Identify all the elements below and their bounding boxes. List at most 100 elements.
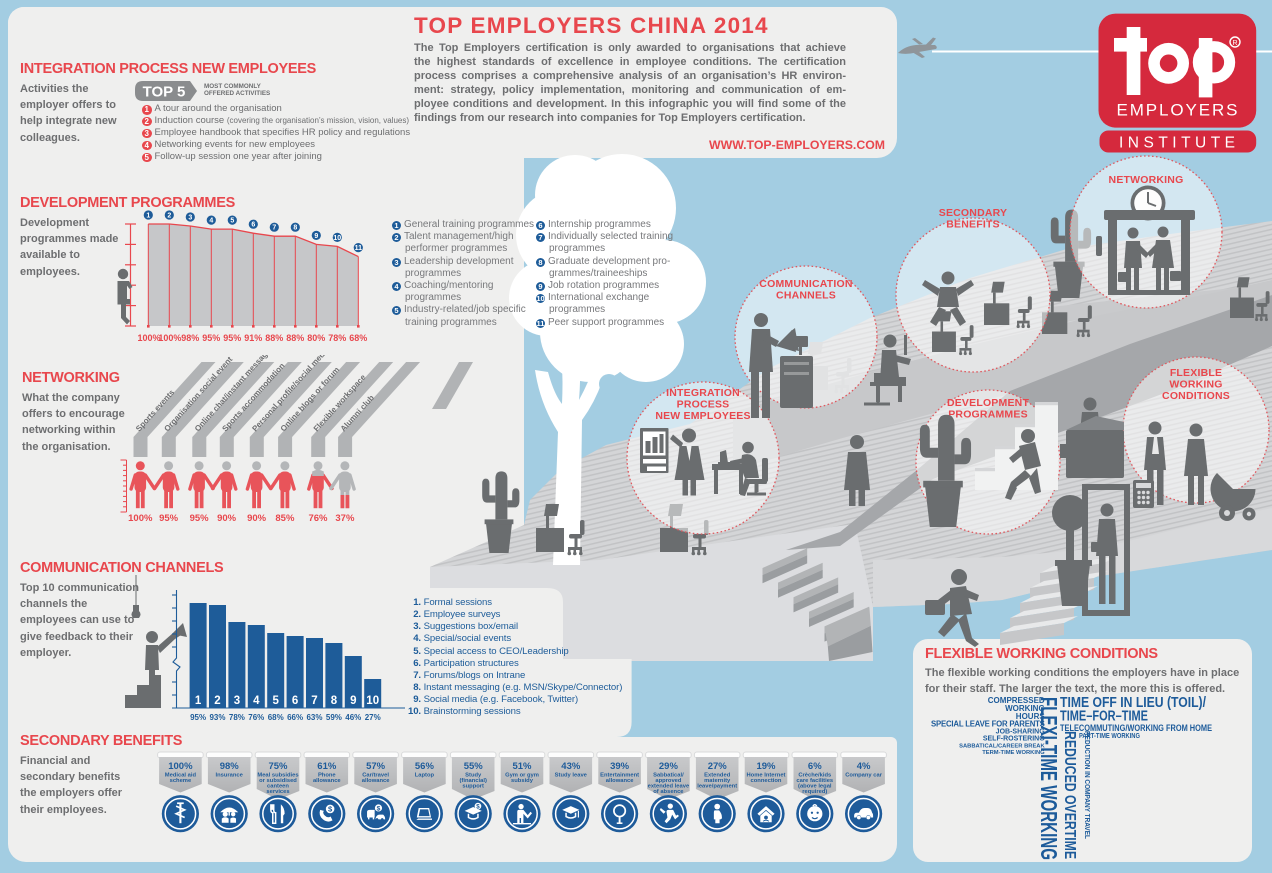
svg-text:extended leave: extended leave — [648, 784, 690, 790]
svg-text:Entertainment: Entertainment — [600, 773, 639, 779]
svg-text:37%: 37% — [335, 513, 355, 524]
svg-text:27%: 27% — [708, 761, 728, 772]
svg-text:Company car: Company car — [845, 773, 882, 779]
svg-text:EMPLOYERS: EMPLOYERS — [1117, 101, 1238, 120]
svg-text:allowance: allowance — [362, 778, 390, 784]
svg-text:57%: 57% — [366, 761, 386, 772]
svg-text:required): required) — [802, 789, 827, 795]
svg-text:$: $ — [476, 803, 480, 810]
svg-text:61%: 61% — [317, 761, 337, 772]
svg-text:JOB-SHARING: JOB-SHARING — [996, 729, 1046, 736]
svg-text:leave/payment: leave/payment — [697, 784, 737, 790]
svg-text:Extended: Extended — [704, 773, 731, 779]
svg-text:scheme: scheme — [170, 778, 192, 784]
svg-text:6%: 6% — [808, 761, 822, 772]
svg-text:maternity: maternity — [704, 778, 731, 784]
svg-text:46%: 46% — [345, 713, 361, 722]
svg-text:Home Internet: Home Internet — [747, 773, 786, 779]
svg-text:95%: 95% — [159, 513, 179, 524]
svg-text:Laptop: Laptop — [415, 773, 435, 779]
svg-text:95%: 95% — [190, 513, 210, 524]
svg-text:29%: 29% — [659, 761, 679, 772]
svg-text:88%: 88% — [265, 333, 283, 343]
svg-text:CHANNELS: CHANNELS — [776, 290, 836, 302]
svg-text:of absence: of absence — [653, 789, 684, 795]
svg-text:Car/travel: Car/travel — [362, 773, 389, 779]
svg-text:Meal subsidies: Meal subsidies — [257, 773, 298, 779]
svg-text:8: 8 — [331, 695, 338, 707]
svg-text:R: R — [1232, 40, 1237, 47]
svg-text:78%: 78% — [229, 713, 245, 722]
svg-text:FLEXIBLE: FLEXIBLE — [1170, 367, 1222, 379]
svg-text:connection: connection — [751, 778, 782, 784]
svg-text:INSTITUTE: INSTITUTE — [1119, 135, 1237, 152]
svg-text:1: 1 — [146, 213, 150, 220]
svg-text:TIME–FOR–TIME: TIME–FOR–TIME — [1060, 709, 1148, 725]
svg-text:88%: 88% — [286, 333, 304, 343]
svg-text:98%: 98% — [181, 333, 199, 343]
svg-text:WORKING: WORKING — [1005, 704, 1045, 713]
svg-text:100%: 100% — [158, 333, 181, 343]
svg-text:$: $ — [377, 805, 381, 812]
svg-text:PROCESS: PROCESS — [677, 399, 730, 411]
svg-text:TOP 5: TOP 5 — [143, 84, 186, 101]
svg-text:10: 10 — [333, 235, 341, 242]
svg-text:63%: 63% — [306, 713, 322, 722]
svg-text:REDUCTION IN COMPANY TRAVEL: REDUCTION IN COMPANY TRAVEL — [1083, 731, 1090, 840]
svg-text:3: 3 — [234, 695, 240, 707]
svg-text:90%: 90% — [217, 513, 237, 524]
svg-text:support: support — [462, 784, 484, 790]
svg-text:WORKING: WORKING — [1169, 379, 1222, 391]
svg-text:TELECOMMUTING/WORKING FROM HOM: TELECOMMUTING/WORKING FROM HOME — [1060, 723, 1212, 733]
svg-text:Gym or gym: Gym or gym — [505, 773, 539, 779]
svg-text:SPECIAL LEAVE FOR PARENTS: SPECIAL LEAVE FOR PARENTS — [931, 720, 1045, 729]
svg-text:95%: 95% — [223, 333, 241, 343]
svg-text:8: 8 — [293, 225, 297, 232]
svg-text:5: 5 — [272, 695, 279, 707]
svg-text:4%: 4% — [857, 761, 871, 772]
svg-text:TERM-TIME WORKING: TERM-TIME WORKING — [982, 750, 1045, 756]
svg-text:6: 6 — [292, 695, 298, 707]
svg-text:allowance: allowance — [313, 778, 341, 784]
svg-text:68%: 68% — [349, 333, 367, 343]
svg-text:CONDITIONS: CONDITIONS — [1162, 390, 1230, 402]
svg-text:4: 4 — [209, 218, 213, 225]
svg-text:PART-TIME WORKING: PART-TIME WORKING — [1079, 733, 1140, 740]
svg-text:4: 4 — [253, 695, 260, 707]
svg-text:1: 1 — [195, 695, 202, 707]
svg-text:5: 5 — [230, 218, 234, 225]
svg-text:7: 7 — [272, 225, 276, 232]
svg-text:NEW EMPLOYEES: NEW EMPLOYEES — [655, 410, 750, 422]
svg-text:Sabbatical/: Sabbatical/ — [653, 773, 684, 779]
svg-text:9: 9 — [350, 695, 356, 707]
svg-text:SELF-ROSTERING: SELF-ROSTERING — [983, 736, 1045, 743]
svg-text:services: services — [266, 789, 289, 795]
svg-text:COMMUNICATION: COMMUNICATION — [759, 278, 852, 290]
svg-text:11: 11 — [355, 245, 363, 252]
svg-text:68%: 68% — [268, 713, 284, 722]
svg-text:canteen: canteen — [267, 784, 289, 790]
svg-text:allowance: allowance — [606, 778, 634, 784]
svg-text:REDUCED OVERTIME: REDUCED OVERTIME — [1061, 731, 1078, 859]
svg-text:SECONDARY: SECONDARY — [939, 207, 1008, 219]
svg-text:91%: 91% — [244, 333, 262, 343]
svg-text:HOURS: HOURS — [1016, 712, 1046, 721]
svg-text:FLEXI-TIME WORKING: FLEXI-TIME WORKING — [1036, 697, 1062, 860]
svg-text:Study: Study — [465, 773, 482, 779]
svg-text:care facilities: care facilities — [796, 778, 833, 784]
svg-text:BENEFITS: BENEFITS — [946, 219, 1000, 231]
svg-text:85%: 85% — [275, 513, 295, 524]
svg-text:95%: 95% — [190, 713, 206, 722]
svg-text:Phone: Phone — [318, 773, 336, 779]
svg-text:78%: 78% — [328, 333, 346, 343]
svg-text:subsidy: subsidy — [511, 778, 534, 784]
svg-text:TIME OFF IN LIEU (TOIL)/: TIME OFF IN LIEU (TOIL)/ — [1060, 695, 1206, 711]
svg-text:95%: 95% — [202, 333, 220, 343]
svg-text:DEVELOPMENT: DEVELOPMENT — [947, 397, 1030, 409]
svg-text:76%: 76% — [248, 713, 264, 722]
svg-text:or subsidised: or subsidised — [259, 778, 297, 784]
svg-text:93%: 93% — [209, 713, 225, 722]
svg-text:59%: 59% — [326, 713, 342, 722]
svg-text:Medical aid: Medical aid — [165, 773, 197, 779]
svg-text:56%: 56% — [415, 761, 435, 772]
